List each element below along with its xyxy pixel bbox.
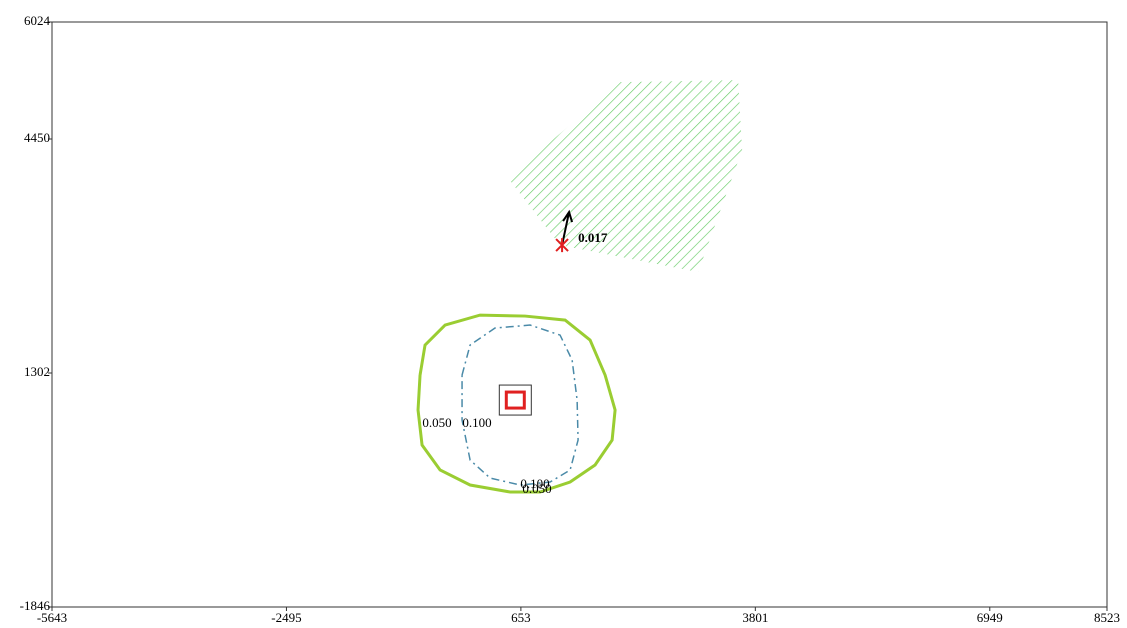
source-box xyxy=(498,384,532,416)
wind-arrow xyxy=(561,209,574,246)
x-tick-label: 3801 xyxy=(742,610,768,625)
contour-line xyxy=(461,324,579,486)
y-tick-label: 4450 xyxy=(24,130,50,145)
contour-label: 0.100 xyxy=(520,476,549,491)
y-tick-label: 6024 xyxy=(24,13,51,28)
y-tick-label: -1846 xyxy=(20,598,51,613)
source-marker xyxy=(504,390,526,410)
receptor-marker xyxy=(555,238,569,253)
x-tick-label: 6949 xyxy=(977,610,1003,625)
y-tick-label: 1302 xyxy=(24,364,50,379)
x-tick-label: 653 xyxy=(511,610,531,625)
receptor-value: 0.017 xyxy=(578,230,608,245)
contour-label: 0.050 xyxy=(422,415,451,430)
contour-label: 0.100 xyxy=(462,415,491,430)
x-tick-label: 8523 xyxy=(1094,610,1120,625)
contour-line xyxy=(416,313,617,494)
plot-frame xyxy=(51,21,1108,608)
x-tick-label: -5643 xyxy=(37,610,67,625)
hatched-area xyxy=(508,80,743,273)
x-tick-label: -2495 xyxy=(271,610,301,625)
